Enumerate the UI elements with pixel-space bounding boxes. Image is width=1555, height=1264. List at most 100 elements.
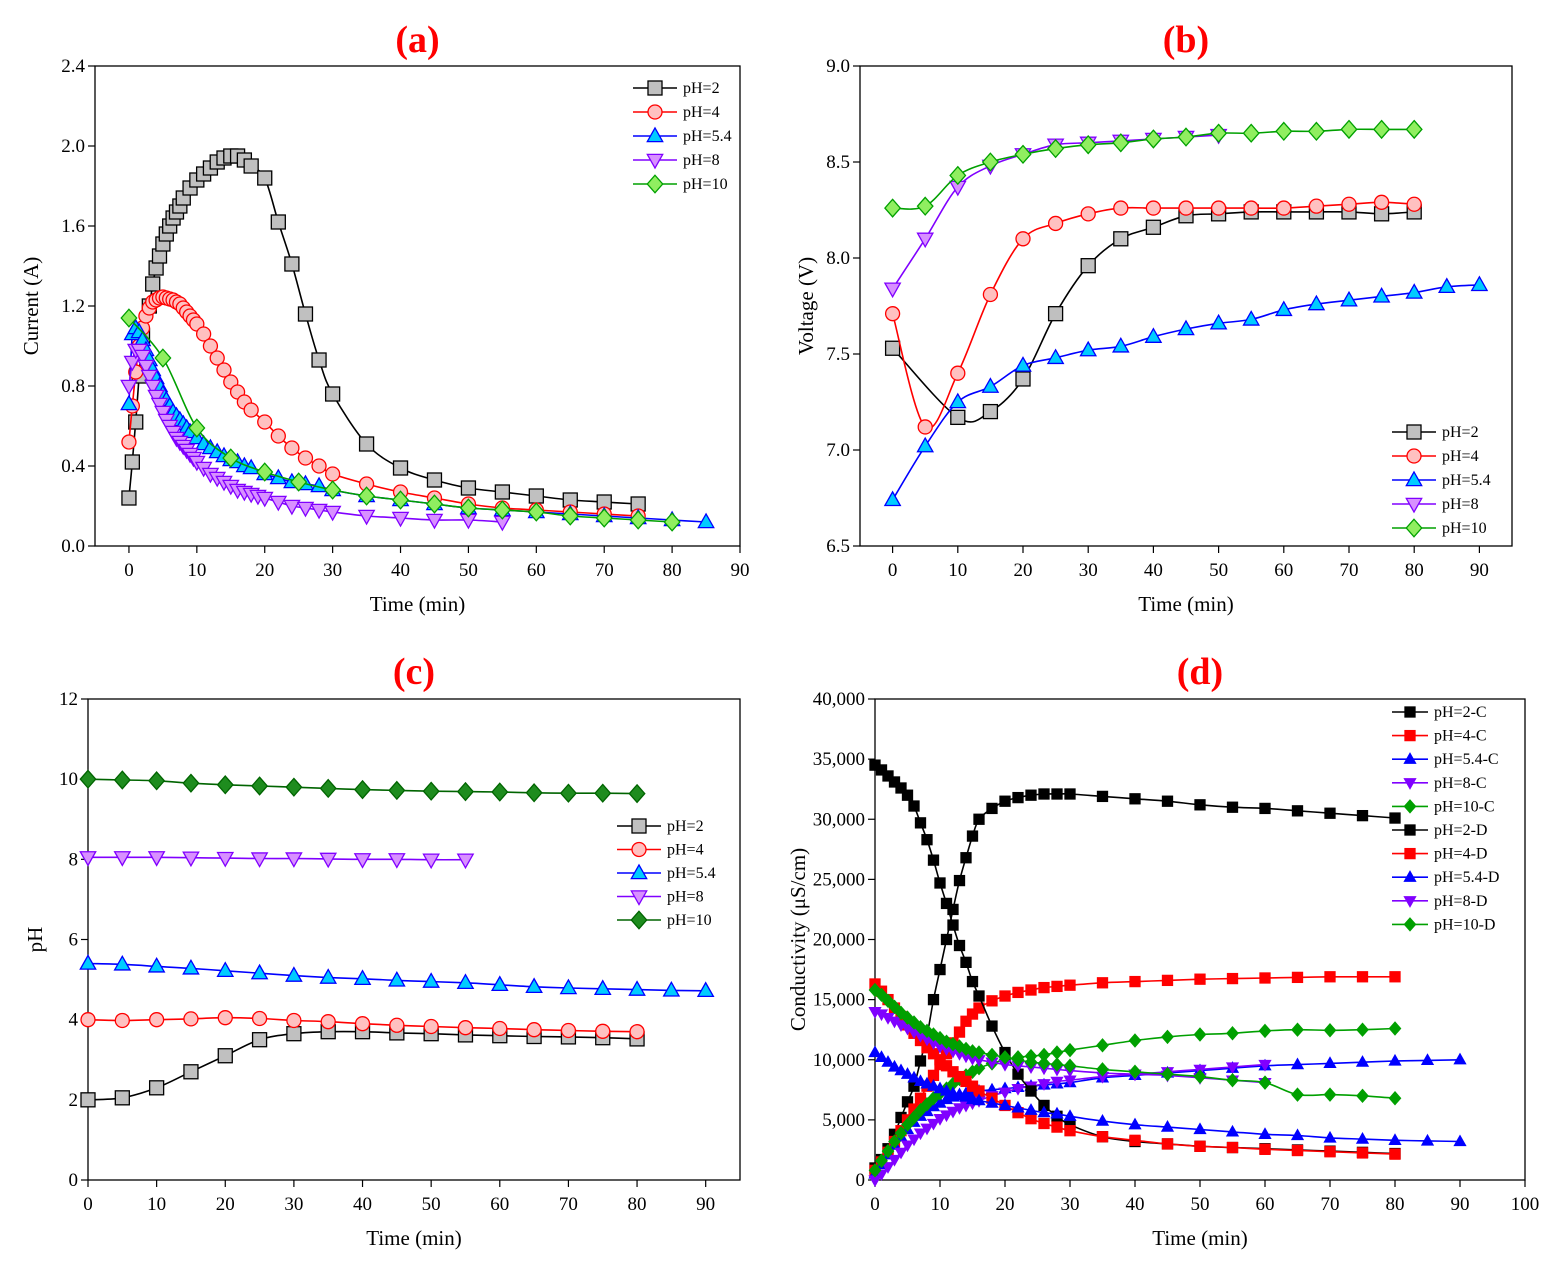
chart-d-point-ph-5-4-d — [1453, 1134, 1467, 1147]
chart-c-point-ph-8 — [182, 851, 200, 868]
chart-b-point-ph-2 — [950, 409, 966, 426]
chart-a-y-tick-label: 0.0 — [61, 536, 85, 557]
chart-c-point-ph-10 — [388, 780, 406, 801]
chart-d-point-ph-2-d — [947, 919, 959, 931]
chart-d-point-ph-8-c — [952, 1103, 967, 1115]
chart-d-point-ph-5-4-d — [894, 1063, 908, 1076]
chart-a-point-ph-4 — [209, 350, 225, 366]
chart-a-legend-marker — [647, 104, 663, 120]
chart-c-legend-marker — [630, 863, 648, 880]
chart-b-x-tick-label: 70 — [1340, 560, 1359, 581]
chart-b-x-tick-label: 0 — [888, 560, 898, 581]
chart-d-point-ph-10-c — [1128, 1033, 1142, 1048]
chart-c-point-ph-10 — [285, 777, 303, 797]
chart-a-point-ph-4 — [257, 414, 273, 430]
chart-d-point-ph-10-c — [881, 1143, 895, 1159]
chart-c-point-ph-10 — [491, 782, 509, 802]
chart-b-point-ph-2 — [1080, 258, 1096, 274]
chart-d-point-ph-4-c — [1161, 974, 1174, 987]
chart-a-point-ph-4 — [243, 402, 259, 418]
chart-a-y-axis-label: Current (A) — [19, 257, 43, 356]
chart-d-point-ph-2-c — [1051, 788, 1063, 800]
chart-c-y-tick-label: 4 — [69, 1010, 79, 1031]
chart-a-point-ph-10 — [256, 462, 274, 482]
chart-b-legend-marker — [1405, 497, 1423, 514]
chart-d-legend-label: pH=10-D — [1434, 916, 1495, 933]
chart-c-x-tick-label: 0 — [83, 1194, 93, 1215]
chart-d-point-ph-8-c — [946, 1106, 960, 1119]
chart-d-point-ph-5-4-d — [1323, 1130, 1337, 1143]
chart-a-x-tick-label: 40 — [391, 560, 410, 581]
chart-a-point-ph-8 — [120, 379, 138, 396]
chart-d-point-ph-10-c — [901, 1117, 914, 1132]
chart-d-point-ph-10-d — [1356, 1088, 1369, 1104]
chart-a-y-tick-label: 1.2 — [61, 296, 85, 317]
chart-c-point-ph-4 — [354, 1016, 371, 1032]
chart-d-point-ph-2-c — [1161, 795, 1174, 807]
chart-b-point-ph-4 — [1243, 200, 1259, 216]
chart-c-legend-marker — [630, 890, 648, 906]
chart-c-point-ph-8 — [422, 853, 440, 870]
chart-a-point-ph-8 — [391, 511, 410, 528]
chart-b-x-tick-label: 20 — [1014, 560, 1033, 581]
chart-b-point-ph-10 — [1373, 119, 1391, 140]
chart-a-point-ph-5-4 — [697, 512, 715, 529]
chart-d-legend-marker — [1404, 706, 1416, 718]
chart-c-x-tick-label: 80 — [628, 1194, 647, 1215]
chart-d-series-line-ph-10-c — [874, 1027, 1396, 1171]
chart-a-point-ph-10 — [120, 308, 138, 328]
chart-c-plot-frame — [87, 698, 741, 1181]
chart-c-point-ph-4 — [457, 1020, 474, 1036]
chart-d-point-ph-2-c — [1038, 788, 1050, 800]
chart-d-point-ph-2-c — [901, 1096, 914, 1108]
chart-d-point-ph-10-c — [888, 1134, 901, 1149]
chart-d-y-tick-label: 0 — [856, 1170, 866, 1191]
chart-b-point-ph-10 — [1177, 127, 1195, 147]
chart-d-point-ph-5-4-d — [1225, 1124, 1240, 1137]
chart-c-legend-label: pH=2 — [667, 818, 704, 835]
chart-d-point-ph-10-d — [1024, 1054, 1038, 1070]
chart-c-point-ph-8 — [250, 852, 269, 868]
chart-a-point-ph-8 — [310, 503, 328, 520]
chart-d-point-ph-10-d — [998, 1050, 1012, 1065]
chart-d-point-ph-2-d — [986, 1020, 998, 1032]
chart-b-point-ph-10 — [1275, 121, 1293, 142]
chart-d-point-ph-5-4-d — [1160, 1120, 1175, 1132]
chart-c-point-ph-5-4 — [422, 972, 440, 988]
chart-c-point-ph-10 — [559, 783, 577, 803]
chart-c-point-ph-8 — [388, 853, 406, 869]
chart-c-point-ph-5-4 — [628, 980, 646, 996]
chart-d-legend-label: pH=4-D — [1434, 846, 1487, 863]
chart-b-point-ph-10 — [949, 165, 967, 186]
chart-b-point-ph-4 — [1047, 215, 1064, 232]
chart-d-point-ph-10-c — [1063, 1042, 1077, 1058]
chart-d-point-ph-4-d — [1096, 1131, 1109, 1143]
chart-a-point-ph-2 — [426, 472, 443, 488]
chart-d-point-ph-10-c — [1161, 1029, 1174, 1045]
chart-a-x-tick-label: 70 — [595, 560, 614, 581]
chart-b-point-ph-10 — [1307, 121, 1325, 142]
chart-a-point-ph-8 — [140, 369, 159, 386]
chart-a-x-tick-label: 0 — [124, 560, 134, 581]
chart-d-point-ph-5-4-c — [1388, 1053, 1402, 1066]
chart-d-point-ph-2-c — [999, 795, 1011, 807]
chart-c-point-ph-10 — [628, 783, 646, 804]
chart-c-point-ph-10 — [148, 771, 166, 791]
chart-b-point-ph-5-4 — [1372, 287, 1391, 303]
chart-a-legend-marker — [646, 153, 664, 170]
chart-b-title: (b) — [1163, 19, 1209, 61]
chart-a-x-tick-label: 10 — [187, 560, 206, 581]
chart-d-point-ph-10-d — [1063, 1058, 1077, 1073]
chart-d-point-ph-10-c — [894, 1125, 908, 1141]
chart-b-point-ph-10 — [916, 196, 934, 216]
chart-d-point-ph-2-c — [1194, 799, 1206, 811]
chart-a-point-ph-2 — [121, 490, 137, 506]
chart-a-point-ph-4 — [121, 434, 137, 450]
chart-d-point-ph-8-c — [998, 1087, 1012, 1100]
chart-d-point-ph-4-d — [1064, 1125, 1076, 1137]
chart-a-point-ph-10 — [561, 506, 579, 526]
chart-c-point-ph-10 — [113, 770, 131, 790]
chart-d-legend: pH=2-C pH=4-C pH=5.4-C pH=8-C pH=10-C pH=2-D p… — [1392, 704, 1499, 933]
chart-d-legend-marker — [1403, 799, 1417, 814]
chart-c-point-ph-5-4 — [456, 973, 475, 990]
